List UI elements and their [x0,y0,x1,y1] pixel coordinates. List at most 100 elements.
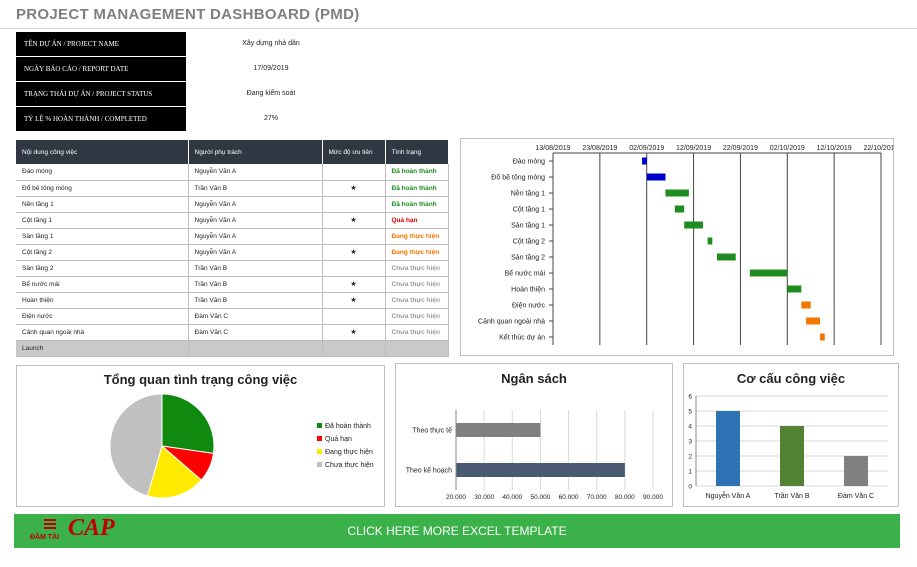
info-value[interactable]: Xây dựng nhà dân [242,40,300,47]
cell-status[interactable]: Đang thực hiện [385,244,449,261]
cell-priority[interactable] [322,196,386,213]
gantt-bar[interactable] [707,237,713,245]
cell-task[interactable]: Điện nước [16,308,189,325]
info-value[interactable]: 17/09/2019 [253,65,289,72]
cell-task[interactable]: Bể nước mái [16,276,189,293]
gantt-x-tick: 12/10/2019 [817,145,852,152]
table-row[interactable]: Đào móng Nguyễn Văn A Đã hoàn thành [16,164,449,181]
cell-task[interactable]: Cảnh quan ngoài nhà [16,324,189,341]
col-header-owner[interactable]: Người phụ trách [188,140,323,164]
cell-task[interactable]: Sàn tầng 1 [16,228,189,245]
pie-slice[interactable] [146,445,203,499]
table-row[interactable]: Sàn tầng 1 Nguyễn Văn A Đang thực hiện [16,228,449,245]
cell-task[interactable]: Đào móng [16,164,189,181]
gantt-bar[interactable] [674,205,685,213]
gantt-bar[interactable] [801,301,811,309]
cell-status[interactable]: Đang thực hiện [385,228,449,245]
table-row[interactable]: Hoàn thiện Trần Văn B ★ Chưa thực hiện [16,292,449,309]
cell-status[interactable]: Đã hoàn thành [385,164,449,181]
table-row[interactable]: Điện nước Đàm Văn C Chưa thực hiện [16,308,449,325]
cell-priority[interactable] [322,164,386,181]
template-banner[interactable]: ĐẦM TẢI CAP CLICK HERE MORE EXCEL TEMPLA… [14,514,900,548]
table-row[interactable]: Cột tầng 2 Nguyễn Văn A ★ Đang thực hiện [16,244,449,261]
table-row[interactable]: Launch [16,340,449,357]
cell-priority[interactable]: ★ [322,180,386,197]
cell-priority[interactable]: ★ [322,324,386,341]
cell-owner[interactable]: Trần Văn B [188,180,323,197]
table-row[interactable]: Cảnh quan ngoài nhà Đàm Văn C ★ Chưa thực h… [16,324,449,341]
cell-status[interactable]: Quá hạn [385,212,449,229]
cell-task[interactable]: Hoàn thiện [16,292,189,309]
cell-status[interactable]: Chưa thực hiện [385,292,449,309]
work-bar[interactable] [716,411,740,486]
cell-task[interactable]: Cột tầng 1 [16,212,189,229]
cell-task[interactable]: Nền tầng 1 [16,196,189,213]
cell-priority[interactable]: ★ [322,292,386,309]
cell-status[interactable]: Chưa thực hiện [385,308,449,325]
budget-x-tick: 70.000 [587,494,607,501]
cell-owner[interactable]: Đàm Văn C [188,308,323,325]
col-header-task[interactable]: Nội dung công việc [16,140,189,164]
cell-status[interactable]: Chưa thực hiện [385,276,449,293]
cell-owner[interactable]: Nguyễn Văn A [188,228,323,245]
cell-status[interactable]: Chưa thực hiện [385,260,449,277]
cell-owner[interactable] [188,340,323,357]
logo-icon [44,519,56,531]
gantt-bar[interactable] [717,253,736,261]
cell-priority[interactable] [322,308,386,325]
gantt-bar[interactable] [684,221,703,229]
cell-owner[interactable]: Trần Văn B [188,260,323,277]
gantt-bar[interactable] [820,333,825,341]
pie-slice[interactable] [109,393,163,497]
cell-status[interactable] [385,340,449,357]
gantt-chart-panel: 13/08/2019 23/08/2019 02/09/2019 12/09/2019… [460,138,899,356]
gantt-bar[interactable] [787,285,802,293]
gantt-bar[interactable] [642,157,647,165]
work-y-tick: 0 [688,484,692,491]
budget-bar-chart: 20.000 30.000 40.000 50.000 60.000 70.000 80.0… [406,410,663,501]
col-header-priority[interactable]: Mức độ ưu tiên [322,140,386,164]
table-row[interactable]: Nền tầng 1 Nguyễn Văn A Đã hoàn thành [16,196,449,213]
cell-owner[interactable]: Trần Văn B [188,292,323,309]
info-value[interactable]: 27% [263,115,278,122]
cell-priority[interactable] [322,260,386,277]
table-row[interactable]: Cột tầng 1 Nguyễn Văn A ★ Quá hạn [16,212,449,229]
work-category-label: Nguyễn Văn A [706,491,751,500]
cell-owner[interactable]: Đàm Văn C [188,324,323,341]
gantt-bar[interactable] [806,317,821,325]
pie-slice[interactable] [161,393,215,454]
cell-task[interactable]: Sàn tầng 2 [16,260,189,277]
work-chart-title: Cơ cấu công việc [736,371,846,386]
gantt-bar[interactable] [749,269,788,277]
table-row[interactable]: Sàn tầng 2 Trần Văn B Chưa thực hiện [16,260,449,277]
budget-bar[interactable] [456,463,625,477]
cell-priority[interactable] [322,340,386,357]
work-bar[interactable] [780,426,804,486]
table-row[interactable]: Bể nước mái Trần Văn B ★ Chưa thực hiện [16,276,449,293]
cell-task[interactable]: Đổ bê tông móng [16,180,189,197]
page-title: PROJECT MANAGEMENT DASHBOARD (PMD) [16,6,360,23]
work-bar[interactable] [844,456,868,486]
cell-status[interactable]: Chưa thực hiện [385,324,449,341]
cell-priority[interactable]: ★ [322,276,386,293]
cell-owner[interactable]: Nguyễn Văn A [188,196,323,213]
table-row[interactable]: Đổ bê tông móng Trần Văn B ★ Đã hoàn thành [16,180,449,197]
cell-priority[interactable]: ★ [322,244,386,261]
cell-task[interactable]: Launch [16,340,189,357]
cell-owner[interactable]: Trần Văn B [188,276,323,293]
cell-status[interactable]: Đã hoàn thành [385,180,449,197]
cell-priority[interactable] [322,228,386,245]
cell-status[interactable]: Đã hoàn thành [385,196,449,213]
cell-priority[interactable]: ★ [322,212,386,229]
gantt-bar[interactable] [646,173,666,181]
cell-owner[interactable]: Nguyễn Văn A [188,212,323,229]
gantt-bar[interactable] [665,189,689,197]
budget-bar[interactable] [456,423,541,437]
banner-link[interactable]: CLICK HERE MORE EXCEL TEMPLATE [347,524,567,538]
gantt-task-label: Đổ bê tông móng [491,174,545,182]
col-header-status[interactable]: Tình trạng [385,140,449,164]
cell-owner[interactable]: Nguyễn Văn A [188,164,323,181]
cell-owner[interactable]: Nguyễn Văn A [188,244,323,261]
cell-task[interactable]: Cột tầng 2 [16,244,189,261]
info-value[interactable]: Đang kiểm soát [246,90,296,97]
